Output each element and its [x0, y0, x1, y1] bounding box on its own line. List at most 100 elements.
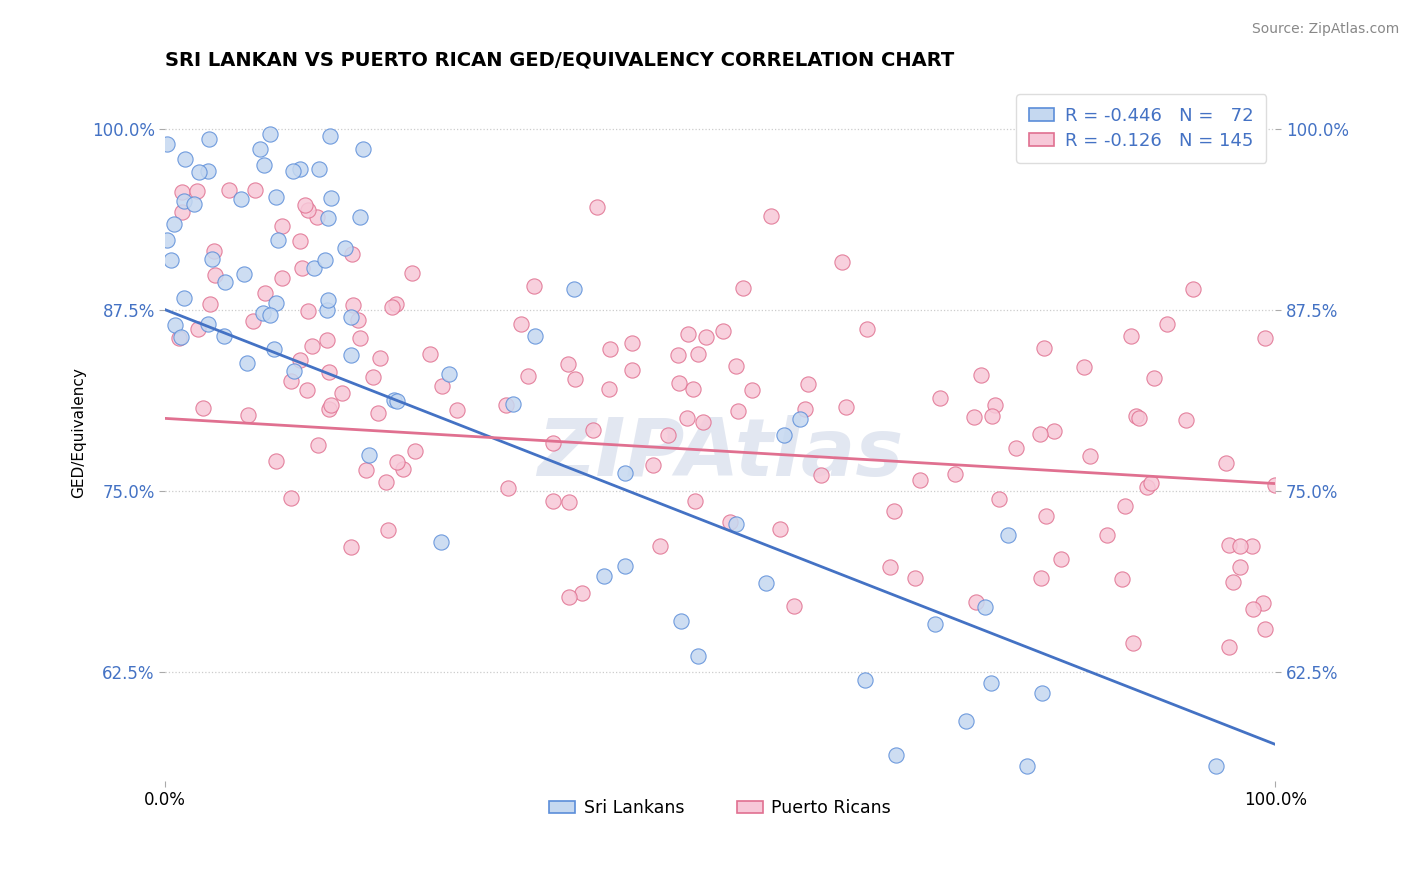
Point — [769, 522, 792, 536]
Point — [1078, 449, 1101, 463]
Point — [254, 285, 277, 300]
Text: Source: ZipAtlas.com: Source: ZipAtlas.com — [1251, 22, 1399, 37]
Point — [541, 494, 564, 508]
Point — [252, 306, 274, 320]
Point — [1122, 636, 1144, 650]
Point — [614, 466, 637, 480]
Point — [733, 281, 755, 295]
Point — [236, 356, 259, 370]
Point — [981, 409, 1004, 423]
Point — [259, 128, 281, 142]
Point — [308, 161, 330, 176]
Point — [675, 411, 697, 425]
Point — [404, 444, 426, 458]
Point — [1218, 640, 1240, 655]
Point — [264, 190, 287, 204]
Point — [987, 492, 1010, 507]
Point — [1136, 480, 1159, 494]
Point — [288, 234, 311, 248]
Point — [333, 241, 356, 255]
Point — [1229, 539, 1251, 553]
Point — [657, 427, 679, 442]
Point — [669, 615, 692, 629]
Point — [307, 438, 329, 452]
Point — [1222, 574, 1244, 589]
Point — [789, 412, 811, 426]
Point — [1033, 341, 1056, 355]
Point — [558, 591, 581, 605]
Point — [834, 400, 856, 414]
Point — [943, 467, 966, 482]
Point — [1143, 371, 1166, 385]
Point — [685, 493, 707, 508]
Point — [883, 504, 905, 518]
Point — [523, 278, 546, 293]
Point — [385, 393, 408, 408]
Point — [1174, 413, 1197, 427]
Point — [197, 164, 219, 178]
Point — [510, 317, 533, 331]
Point — [1043, 424, 1066, 438]
Point — [173, 153, 195, 167]
Point — [853, 673, 876, 687]
Point — [727, 404, 749, 418]
Point — [316, 333, 339, 347]
Point — [280, 491, 302, 505]
Point — [759, 209, 782, 223]
Point — [359, 448, 381, 462]
Point — [319, 129, 342, 144]
Point — [962, 410, 984, 425]
Point — [430, 379, 453, 393]
Point — [280, 374, 302, 388]
Point — [270, 271, 292, 285]
Point — [666, 347, 689, 361]
Point — [523, 328, 546, 343]
Point — [1240, 539, 1263, 553]
Point — [621, 335, 644, 350]
Point — [855, 321, 877, 335]
Point — [270, 219, 292, 233]
Y-axis label: GED/Equivalency: GED/Equivalency — [72, 368, 86, 499]
Point — [342, 298, 364, 312]
Point — [218, 183, 240, 197]
Point — [713, 324, 735, 338]
Point — [318, 401, 340, 416]
Point — [1035, 509, 1057, 524]
Point — [1251, 596, 1274, 610]
Point — [1218, 538, 1240, 552]
Point — [1128, 410, 1150, 425]
Point — [929, 392, 952, 406]
Point — [354, 463, 377, 477]
Point — [198, 132, 221, 146]
Point — [1073, 359, 1095, 374]
Point — [755, 576, 778, 591]
Point — [650, 539, 672, 553]
Point — [924, 616, 946, 631]
Point — [562, 282, 585, 296]
Point — [204, 268, 226, 282]
Point — [391, 461, 413, 475]
Point — [319, 398, 342, 412]
Point — [162, 217, 184, 231]
Point — [593, 569, 616, 583]
Point — [377, 523, 399, 537]
Point — [558, 495, 581, 509]
Point — [170, 330, 193, 344]
Point — [741, 383, 763, 397]
Point — [695, 330, 717, 344]
Point — [264, 453, 287, 467]
Point — [571, 586, 593, 600]
Point — [319, 191, 342, 205]
Point — [997, 528, 1019, 542]
Point — [496, 481, 519, 495]
Point — [263, 342, 285, 356]
Text: ZIPAtlas: ZIPAtlas — [537, 415, 904, 492]
Point — [304, 261, 326, 276]
Point — [419, 347, 441, 361]
Point — [264, 295, 287, 310]
Point — [382, 392, 405, 407]
Point — [249, 142, 271, 156]
Point — [1029, 427, 1052, 442]
Point — [346, 313, 368, 327]
Point — [318, 365, 340, 379]
